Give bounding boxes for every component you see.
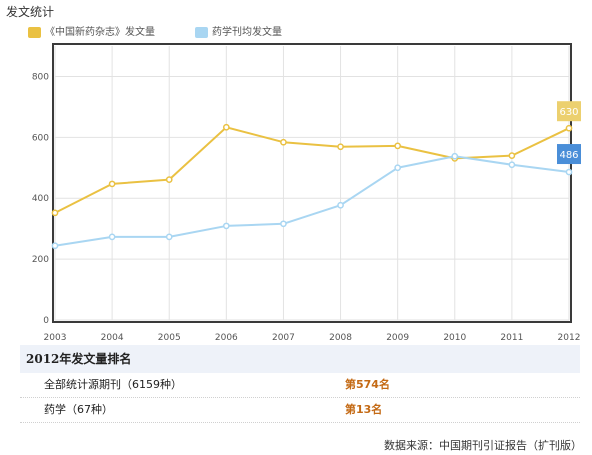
plot-area [55,46,569,320]
data-point [337,201,344,209]
y-tick-label: 800 [32,72,49,82]
y-tick-label: 200 [32,255,49,265]
data-point [394,164,402,172]
ranking-row-value: 第574名 [345,378,390,391]
x-tick-label: 2011 [500,333,523,343]
plot-border [52,43,572,323]
x-tick-label: 2006 [215,333,238,343]
legend-label-magazine: 《中国新药杂志》发文量 [45,27,155,38]
end-value-tag [557,101,581,122]
legend-swatch-magazine [28,27,41,38]
x-tick-label: 2007 [272,333,295,343]
x-tick-label: 2009 [386,333,409,343]
legend-label-average: 药学刊均发文量 [212,27,282,38]
x-tick-label: 2003 [44,333,67,343]
data-point [508,161,516,169]
x-tick-label: 2004 [101,333,124,343]
y-tick-label: 0 [43,316,49,326]
data-source-note: 数据来源：中国期刊引证报告（扩刊版） [384,439,582,452]
data-point [394,142,402,150]
data-point [280,220,287,228]
end-value-label: 486 [559,150,578,161]
data-point [508,152,516,159]
data-point [337,143,344,151]
data-point [565,124,573,132]
data-point [222,123,230,131]
data-point [451,152,459,160]
data-point [222,222,230,230]
ranking-row-label: 全部统计源期刊（6159种） [44,378,182,391]
data-point [165,176,173,184]
data-point [51,242,59,250]
end-value-tag [557,144,581,165]
x-tick-label: 2012 [558,333,581,343]
ranking-row-value: 第13名 [345,403,383,416]
ranking-row: 药学（67种） 第13名 [20,398,580,423]
data-point [108,233,116,241]
ranking-row-label: 药学（67种） [44,403,113,416]
y-tick-label: 600 [32,133,49,143]
page-title: 发文统计 [6,5,55,19]
line-chart: 0 200 400 600 800 2003 2004 2005 2006 2007 2008 200… [32,43,581,343]
data-point [280,138,287,146]
x-tick-label: 2008 [329,333,352,343]
x-tick-label: 2010 [443,333,466,343]
series-line [54,126,570,214]
data-point [108,180,116,188]
legend-swatch-average [195,27,208,38]
ranking-panel: 2012年发文量排名 全部统计源期刊（6159种） 第574名 药学（67种） … [20,345,580,423]
data-point [165,233,173,241]
ranking-row: 全部统计源期刊（6159种） 第574名 [20,373,580,398]
series-line [54,155,570,247]
data-point [565,168,573,176]
end-value-label: 630 [559,107,578,118]
y-tick-label: 400 [32,194,49,204]
data-point [51,209,59,217]
ranking-title: 2012年发文量排名 [20,345,580,373]
x-tick-label: 2005 [158,333,181,343]
